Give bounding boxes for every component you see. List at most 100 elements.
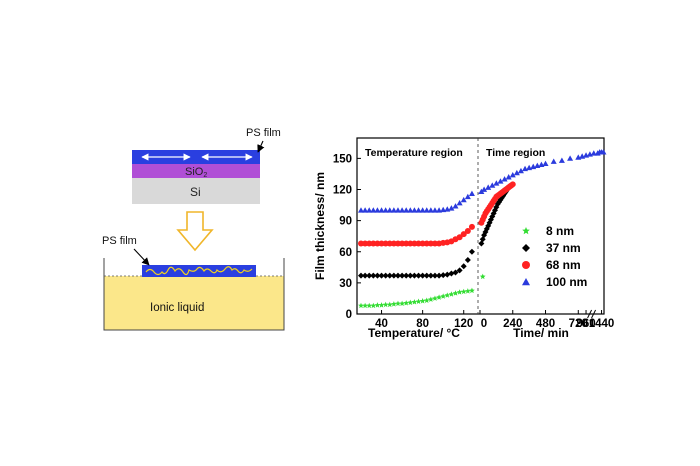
point-100nm-temperature bbox=[370, 207, 377, 213]
point-8nm-temperature bbox=[395, 300, 401, 307]
point-8nm-temperature bbox=[362, 302, 368, 309]
point-68nm-temperature bbox=[427, 240, 434, 247]
floating-ps-film bbox=[142, 265, 256, 277]
point-100nm-time bbox=[542, 160, 549, 166]
point-8nm-temperature bbox=[378, 302, 385, 308]
point-37nm-temperature bbox=[436, 272, 443, 279]
point-100nm-time bbox=[501, 176, 508, 182]
point-8nm-temperature bbox=[382, 301, 389, 308]
sio2-label: SiO2 bbox=[185, 166, 207, 179]
point-100nm-time bbox=[567, 155, 574, 161]
point-8nm-temperature bbox=[469, 287, 475, 294]
point-8nm-temperature bbox=[436, 294, 442, 300]
legend-label: 37 nm bbox=[546, 241, 581, 255]
point-68nm-temperature bbox=[460, 231, 467, 238]
point-8nm-temperature bbox=[370, 302, 377, 309]
sio2-layer bbox=[132, 164, 260, 178]
point-100nm-temperature bbox=[399, 207, 406, 213]
region-right-label: Time region bbox=[486, 147, 545, 159]
point-37nm-temperature bbox=[366, 272, 373, 279]
point-100nm-time bbox=[478, 188, 485, 194]
point-68nm-temperature bbox=[358, 240, 364, 247]
point-68nm-temperature bbox=[382, 240, 389, 247]
point-100nm-time bbox=[497, 178, 504, 184]
point-37nm-temperature bbox=[358, 272, 364, 279]
point-8nm-temperature bbox=[452, 290, 459, 296]
schematic-panel: SiO2 Si PS film PS film Ionic liquid bbox=[102, 127, 285, 331]
point-100nm-time bbox=[509, 171, 516, 178]
point-8nm-temperature bbox=[407, 299, 414, 306]
point-68nm-temperature bbox=[415, 240, 422, 247]
axis-break-mark bbox=[587, 309, 593, 319]
y-tick-label: 0 bbox=[346, 309, 352, 321]
point-100nm-temperature bbox=[415, 207, 422, 213]
point-8nm-time bbox=[479, 273, 486, 280]
point-8nm-temperature bbox=[391, 301, 397, 307]
point-100nm-temperature bbox=[419, 207, 426, 213]
point-37nm-temperature bbox=[431, 272, 438, 279]
point-8nm-temperature bbox=[460, 288, 467, 295]
point-100nm-temperature bbox=[427, 207, 434, 213]
point-100nm-temperature bbox=[362, 207, 369, 213]
point-100nm-temperature bbox=[456, 199, 463, 206]
y-tick-label: 150 bbox=[333, 153, 352, 165]
point-100nm-temperature bbox=[366, 207, 373, 213]
point-100nm-temperature bbox=[390, 207, 397, 213]
temperature-tick-label: 40 bbox=[375, 318, 388, 330]
point-37nm-temperature bbox=[407, 272, 414, 279]
time-tick-label: 0 bbox=[481, 318, 487, 330]
thickness-chart: Temperature region Time region Film thic… bbox=[313, 137, 615, 340]
point-100nm-temperature bbox=[431, 207, 438, 213]
point-8nm-temperature bbox=[403, 300, 410, 306]
point-68nm-temperature bbox=[399, 240, 406, 247]
point-100nm-time bbox=[558, 157, 565, 163]
point-37nm-temperature bbox=[440, 272, 447, 279]
point-100nm-time bbox=[550, 158, 557, 164]
time-axis-title: Time/ min bbox=[513, 326, 569, 340]
data-marks bbox=[358, 149, 607, 309]
point-68nm-temperature bbox=[464, 228, 471, 234]
point-100nm-time bbox=[505, 174, 512, 180]
point-68nm-temperature bbox=[407, 240, 414, 247]
point-37nm-temperature bbox=[448, 270, 455, 277]
point-8nm-temperature bbox=[444, 292, 451, 298]
point-37nm-temperature bbox=[452, 269, 459, 276]
point-100nm-time bbox=[481, 186, 488, 192]
point-100nm-temperature bbox=[464, 193, 471, 200]
legend-marker-37nm bbox=[522, 244, 530, 252]
point-68nm-temperature bbox=[456, 234, 463, 241]
legend-marker-68nm bbox=[522, 261, 530, 269]
time-tick-label: 720 bbox=[569, 318, 588, 330]
point-100nm-temperature bbox=[436, 207, 443, 213]
point-8nm-temperature bbox=[456, 289, 463, 295]
point-37nm-temperature bbox=[415, 272, 422, 279]
point-68nm-temperature bbox=[362, 240, 369, 247]
temperature-axis-title: Temperature/ °C bbox=[368, 326, 460, 340]
point-100nm-temperature bbox=[374, 207, 381, 213]
legend-label: 8 nm bbox=[546, 224, 574, 238]
point-100nm-temperature bbox=[386, 207, 393, 213]
polymer-chain bbox=[145, 266, 253, 276]
point-37nm-temperature bbox=[403, 272, 410, 279]
time-tick-label: 960 bbox=[576, 318, 595, 330]
point-8nm-temperature bbox=[386, 301, 393, 308]
ps-film-label-top: PS film bbox=[246, 127, 281, 139]
si-substrate-layer bbox=[132, 178, 260, 204]
point-100nm-temperature bbox=[460, 196, 467, 203]
point-37nm-temperature bbox=[460, 263, 467, 270]
ps-film-pointer-top bbox=[257, 140, 265, 153]
point-68nm-temperature bbox=[366, 240, 373, 247]
point-68nm-temperature bbox=[431, 240, 438, 247]
ionic-liquid-label: Ionic liquid bbox=[150, 302, 204, 314]
point-8nm-temperature bbox=[399, 300, 405, 307]
point-37nm-temperature bbox=[411, 272, 418, 279]
legend-marker-8nm bbox=[522, 227, 530, 235]
container-outline bbox=[103, 258, 285, 331]
point-8nm-temperature bbox=[374, 302, 381, 308]
point-100nm-temperature bbox=[448, 205, 455, 211]
point-37nm-temperature bbox=[423, 272, 430, 279]
time-tick-label: 480 bbox=[536, 318, 555, 330]
point-68nm-temperature bbox=[411, 240, 418, 247]
